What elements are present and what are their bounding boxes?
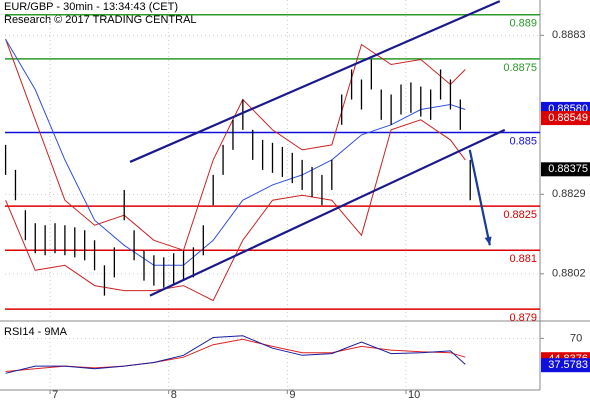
chart-subtitle: Research © 2017 TRADING CENTRAL: [4, 14, 197, 26]
level-label: 0.881: [509, 253, 537, 265]
y-tick-label: 0.8829: [552, 188, 586, 200]
level-label: 0.879: [509, 312, 537, 324]
chart-title: EUR/GBP - 30min - 13:34:43 (CET): [4, 1, 178, 13]
trend-line: [149, 128, 506, 297]
forecast-arrow: [468, 149, 491, 246]
price-marker-label: 0.88375: [548, 163, 588, 175]
price-marker: [541, 111, 590, 126]
overlay-line: [5, 38, 466, 266]
level-label: 0.889: [509, 18, 537, 30]
price-marker-label: 0.88549: [548, 112, 588, 124]
overlay-line: [5, 119, 466, 302]
rsi-line: [5, 335, 466, 374]
arrow-head: [484, 236, 492, 246]
y-tick-label: 70: [570, 332, 582, 344]
x-tick-label: 8: [171, 389, 177, 400]
rsi-line: [5, 338, 466, 372]
y-tick-label: 0.8883: [552, 29, 586, 41]
level-label: 0.8875: [503, 62, 537, 74]
trend-line: [129, 0, 501, 163]
price-marker: [541, 162, 590, 177]
rsi-title: RSI14 - 9MA: [4, 326, 68, 338]
price-marker: [541, 358, 590, 373]
level-label: 0.885: [509, 135, 537, 147]
x-tick-label: 10: [408, 389, 420, 400]
price-marker-label: 37.5783: [548, 359, 588, 371]
level-label: 0.8825: [503, 209, 537, 221]
x-tick-label: 7: [52, 389, 58, 400]
overlay-line: [5, 39, 466, 251]
y-tick-label: 0.8802: [552, 268, 586, 280]
x-tick-label: 9: [289, 389, 295, 400]
